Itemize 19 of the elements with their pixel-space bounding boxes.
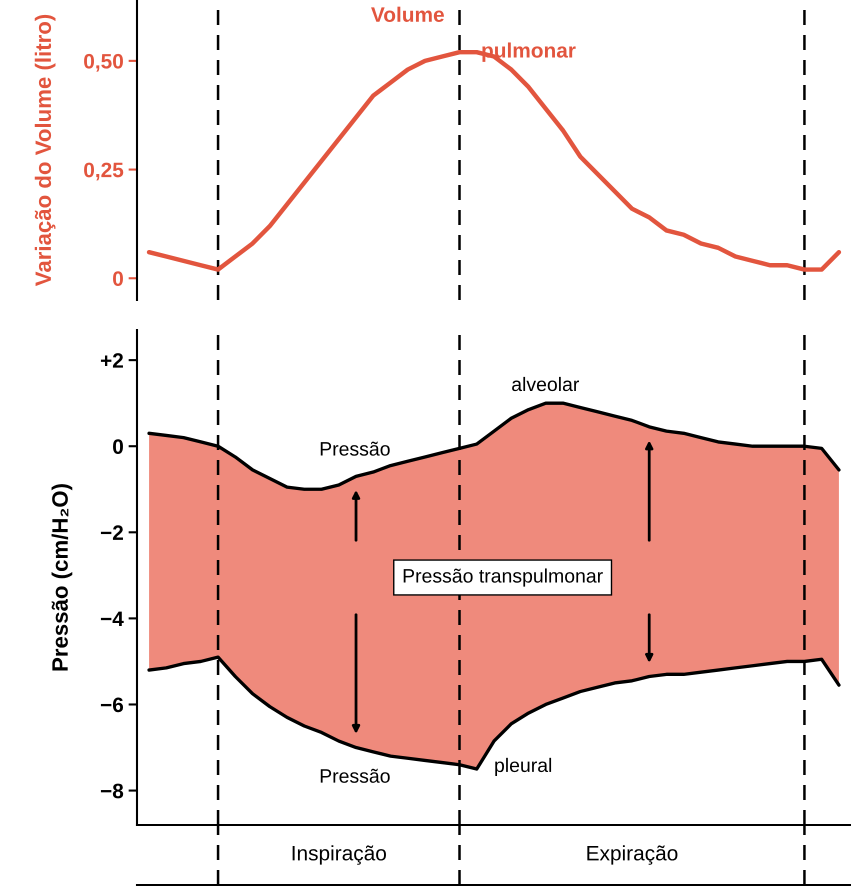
y-tick-label: 0 — [113, 439, 123, 454]
annotation: Pressão — [320, 442, 390, 456]
y-tick-label: −2 — [100, 525, 123, 540]
y-axis-title: Variação do Volume (litro) — [34, 14, 56, 286]
annotation: alveolar — [512, 376, 580, 392]
annotation: Pressão transpulmonar — [404, 568, 603, 587]
annotation: Volume — [371, 6, 444, 22]
y-tick-label: −4 — [100, 612, 124, 626]
y-tick-label: 0 — [113, 271, 123, 286]
text: Inspiração — [292, 845, 386, 865]
y-tick-label: 0,50 — [84, 54, 123, 72]
y-tick-label: 0,25 — [84, 162, 124, 180]
y-axis-title: Pressão (cm/H₂O) — [52, 484, 72, 670]
annotation: Pressão — [320, 768, 390, 783]
y-tick-label: −8 — [100, 784, 124, 798]
text: Expiração — [587, 845, 678, 865]
annotation: pleural — [495, 758, 552, 776]
y-tick-label: −6 — [100, 697, 124, 712]
y-tick-label: +2 — [100, 353, 123, 368]
